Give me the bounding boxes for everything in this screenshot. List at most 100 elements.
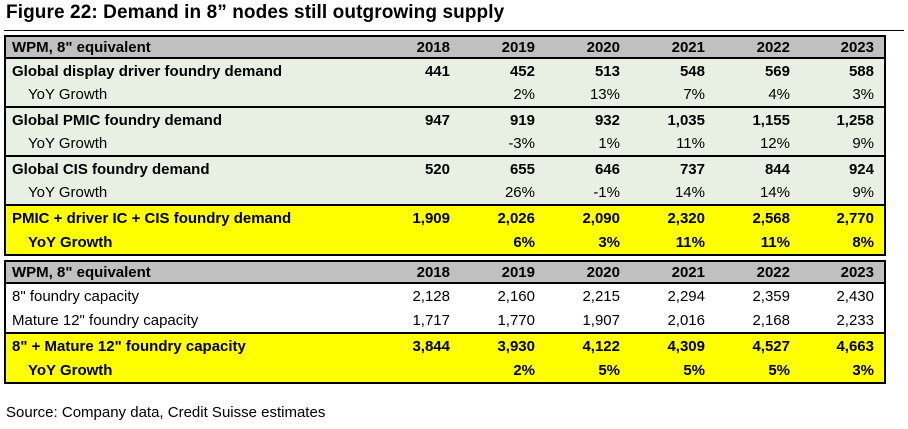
- cell-value: 844: [764, 160, 790, 178]
- cell-value: 3%: [800, 83, 886, 108]
- cell-value: 1,909: [412, 209, 450, 227]
- cell-value: 2,168: [715, 308, 800, 334]
- cell-value: 2,359: [752, 287, 790, 305]
- cell-value: 7%: [630, 83, 715, 108]
- year-header: 2022: [715, 35, 800, 59]
- row-label: Global CIS foundry demand: [4, 156, 375, 181]
- table-row: Global PMIC foundry demand 947 919 932 1…: [4, 107, 886, 132]
- cell-value: 924: [800, 156, 886, 181]
- row-label: Mature 12" foundry capacity: [4, 308, 375, 334]
- cell-value: 3,930: [497, 337, 535, 355]
- cell-value: 2%: [460, 358, 545, 384]
- cell-value: 441: [424, 62, 450, 80]
- demand-header-row: WPM, 8" equivalent 2018 2019 2020 2021 2…: [4, 35, 886, 59]
- cell-value: 3%: [545, 230, 630, 256]
- cell-value: 2,016: [630, 308, 715, 334]
- cell-value: -1%: [545, 181, 630, 206]
- header-label: WPM, 8" equivalent: [4, 260, 375, 284]
- row-label: YoY Growth: [4, 181, 375, 206]
- table-row: Mature 12" foundry capacity 1,717 1,770 …: [4, 308, 886, 334]
- cell-value: 513: [594, 62, 620, 80]
- cell-value: 11%: [630, 230, 715, 256]
- cell-value: 452: [509, 62, 535, 80]
- cell-value: 26%: [460, 181, 545, 206]
- cell-value: 646: [594, 160, 620, 178]
- row-label: Global PMIC foundry demand: [4, 107, 375, 132]
- cell-value: 14%: [715, 181, 800, 206]
- row-label: YoY Growth: [4, 358, 375, 384]
- cell-value: 947: [424, 111, 450, 129]
- cell-value: 1,907: [545, 308, 630, 334]
- cell-value: 1,258: [800, 107, 886, 132]
- cell-value: [375, 83, 460, 108]
- cell-value: 4,309: [667, 337, 705, 355]
- year-header: 2022: [715, 260, 800, 284]
- cell-value: 2,160: [497, 287, 535, 305]
- cell-value: 2,215: [582, 287, 620, 305]
- cell-value: 737: [679, 160, 705, 178]
- year-header: 2019: [460, 35, 545, 59]
- cell-value: 2,294: [667, 287, 705, 305]
- table-row: Global CIS foundry demand 520 655 646 73…: [4, 156, 886, 181]
- demand-table: WPM, 8" equivalent 2018 2019 2020 2021 2…: [4, 35, 886, 256]
- cell-value: 588: [800, 58, 886, 83]
- cell-value: -3%: [460, 132, 545, 157]
- cell-value: 3,844: [412, 337, 450, 355]
- cell-value: 5%: [545, 358, 630, 384]
- cell-value: [375, 230, 460, 256]
- year-header: 2018: [375, 260, 460, 284]
- cell-value: 569: [764, 62, 790, 80]
- cell-value: 520: [424, 160, 450, 178]
- header-label: WPM, 8" equivalent: [4, 35, 375, 59]
- cell-value: 14%: [630, 181, 715, 206]
- cell-value: [375, 181, 460, 206]
- cell-value: 4,663: [800, 333, 886, 358]
- cell-value: 2,026: [497, 209, 535, 227]
- cell-value: 9%: [800, 181, 886, 206]
- row-label: 8" + Mature 12" foundry capacity: [4, 333, 375, 358]
- cell-value: 2,430: [800, 283, 886, 308]
- cell-value: [375, 132, 460, 157]
- cell-value: 2,770: [800, 205, 886, 230]
- cell-value: 919: [509, 111, 535, 129]
- row-label: 8" foundry capacity: [4, 283, 375, 308]
- table-row: Global display driver foundry demand 441…: [4, 58, 886, 83]
- cell-value: 12%: [715, 132, 800, 157]
- cell-value: 5%: [715, 358, 800, 384]
- table-row-highlight: YoY Growth 6% 3% 11% 11% 8%: [4, 230, 886, 256]
- year-header: 2023: [800, 260, 886, 284]
- table-row: YoY Growth -3% 1% 11% 12% 9%: [4, 132, 886, 157]
- cell-value: 4,527: [752, 337, 790, 355]
- source-note: Source: Company data, Credit Suisse esti…: [6, 404, 326, 421]
- cell-value: 548: [679, 62, 705, 80]
- cell-value: 8%: [800, 230, 886, 256]
- cell-value: 4,122: [582, 337, 620, 355]
- row-label: PMIC + driver IC + CIS foundry demand: [4, 205, 375, 230]
- cell-value: 1,770: [460, 308, 545, 334]
- capacity-header-row: WPM, 8" equivalent 2018 2019 2020 2021 2…: [4, 260, 886, 284]
- table-row: 8" foundry capacity 2,128 2,160 2,215 2,…: [4, 283, 886, 308]
- table-row-highlight: YoY Growth 2% 5% 5% 5% 3%: [4, 358, 886, 384]
- year-header: 2023: [800, 35, 886, 59]
- table-row: YoY Growth 2% 13% 7% 4% 3%: [4, 83, 886, 108]
- cell-value: 9%: [800, 132, 886, 157]
- year-header: 2019: [460, 260, 545, 284]
- cell-value: 1%: [545, 132, 630, 157]
- cell-value: 13%: [545, 83, 630, 108]
- row-label: Global display driver foundry demand: [4, 58, 375, 83]
- cell-value: 3%: [800, 358, 886, 384]
- row-label: YoY Growth: [4, 83, 375, 108]
- year-header: 2020: [545, 260, 630, 284]
- capacity-table: WPM, 8" equivalent 2018 2019 2020 2021 2…: [4, 260, 886, 384]
- cell-value: 1,155: [752, 111, 790, 129]
- year-header: 2021: [630, 260, 715, 284]
- figure-title: Figure 22: Demand in 8” nodes still outg…: [6, 2, 505, 23]
- cell-value: 11%: [630, 132, 715, 157]
- table-row-highlight: 8" + Mature 12" foundry capacity 3,844 3…: [4, 333, 886, 358]
- cell-value: 1,717: [375, 308, 460, 334]
- cell-value: 2,233: [800, 308, 886, 334]
- year-header: 2018: [375, 35, 460, 59]
- cell-value: 2,568: [752, 209, 790, 227]
- cell-value: [375, 358, 460, 384]
- cell-value: 1,035: [667, 111, 705, 129]
